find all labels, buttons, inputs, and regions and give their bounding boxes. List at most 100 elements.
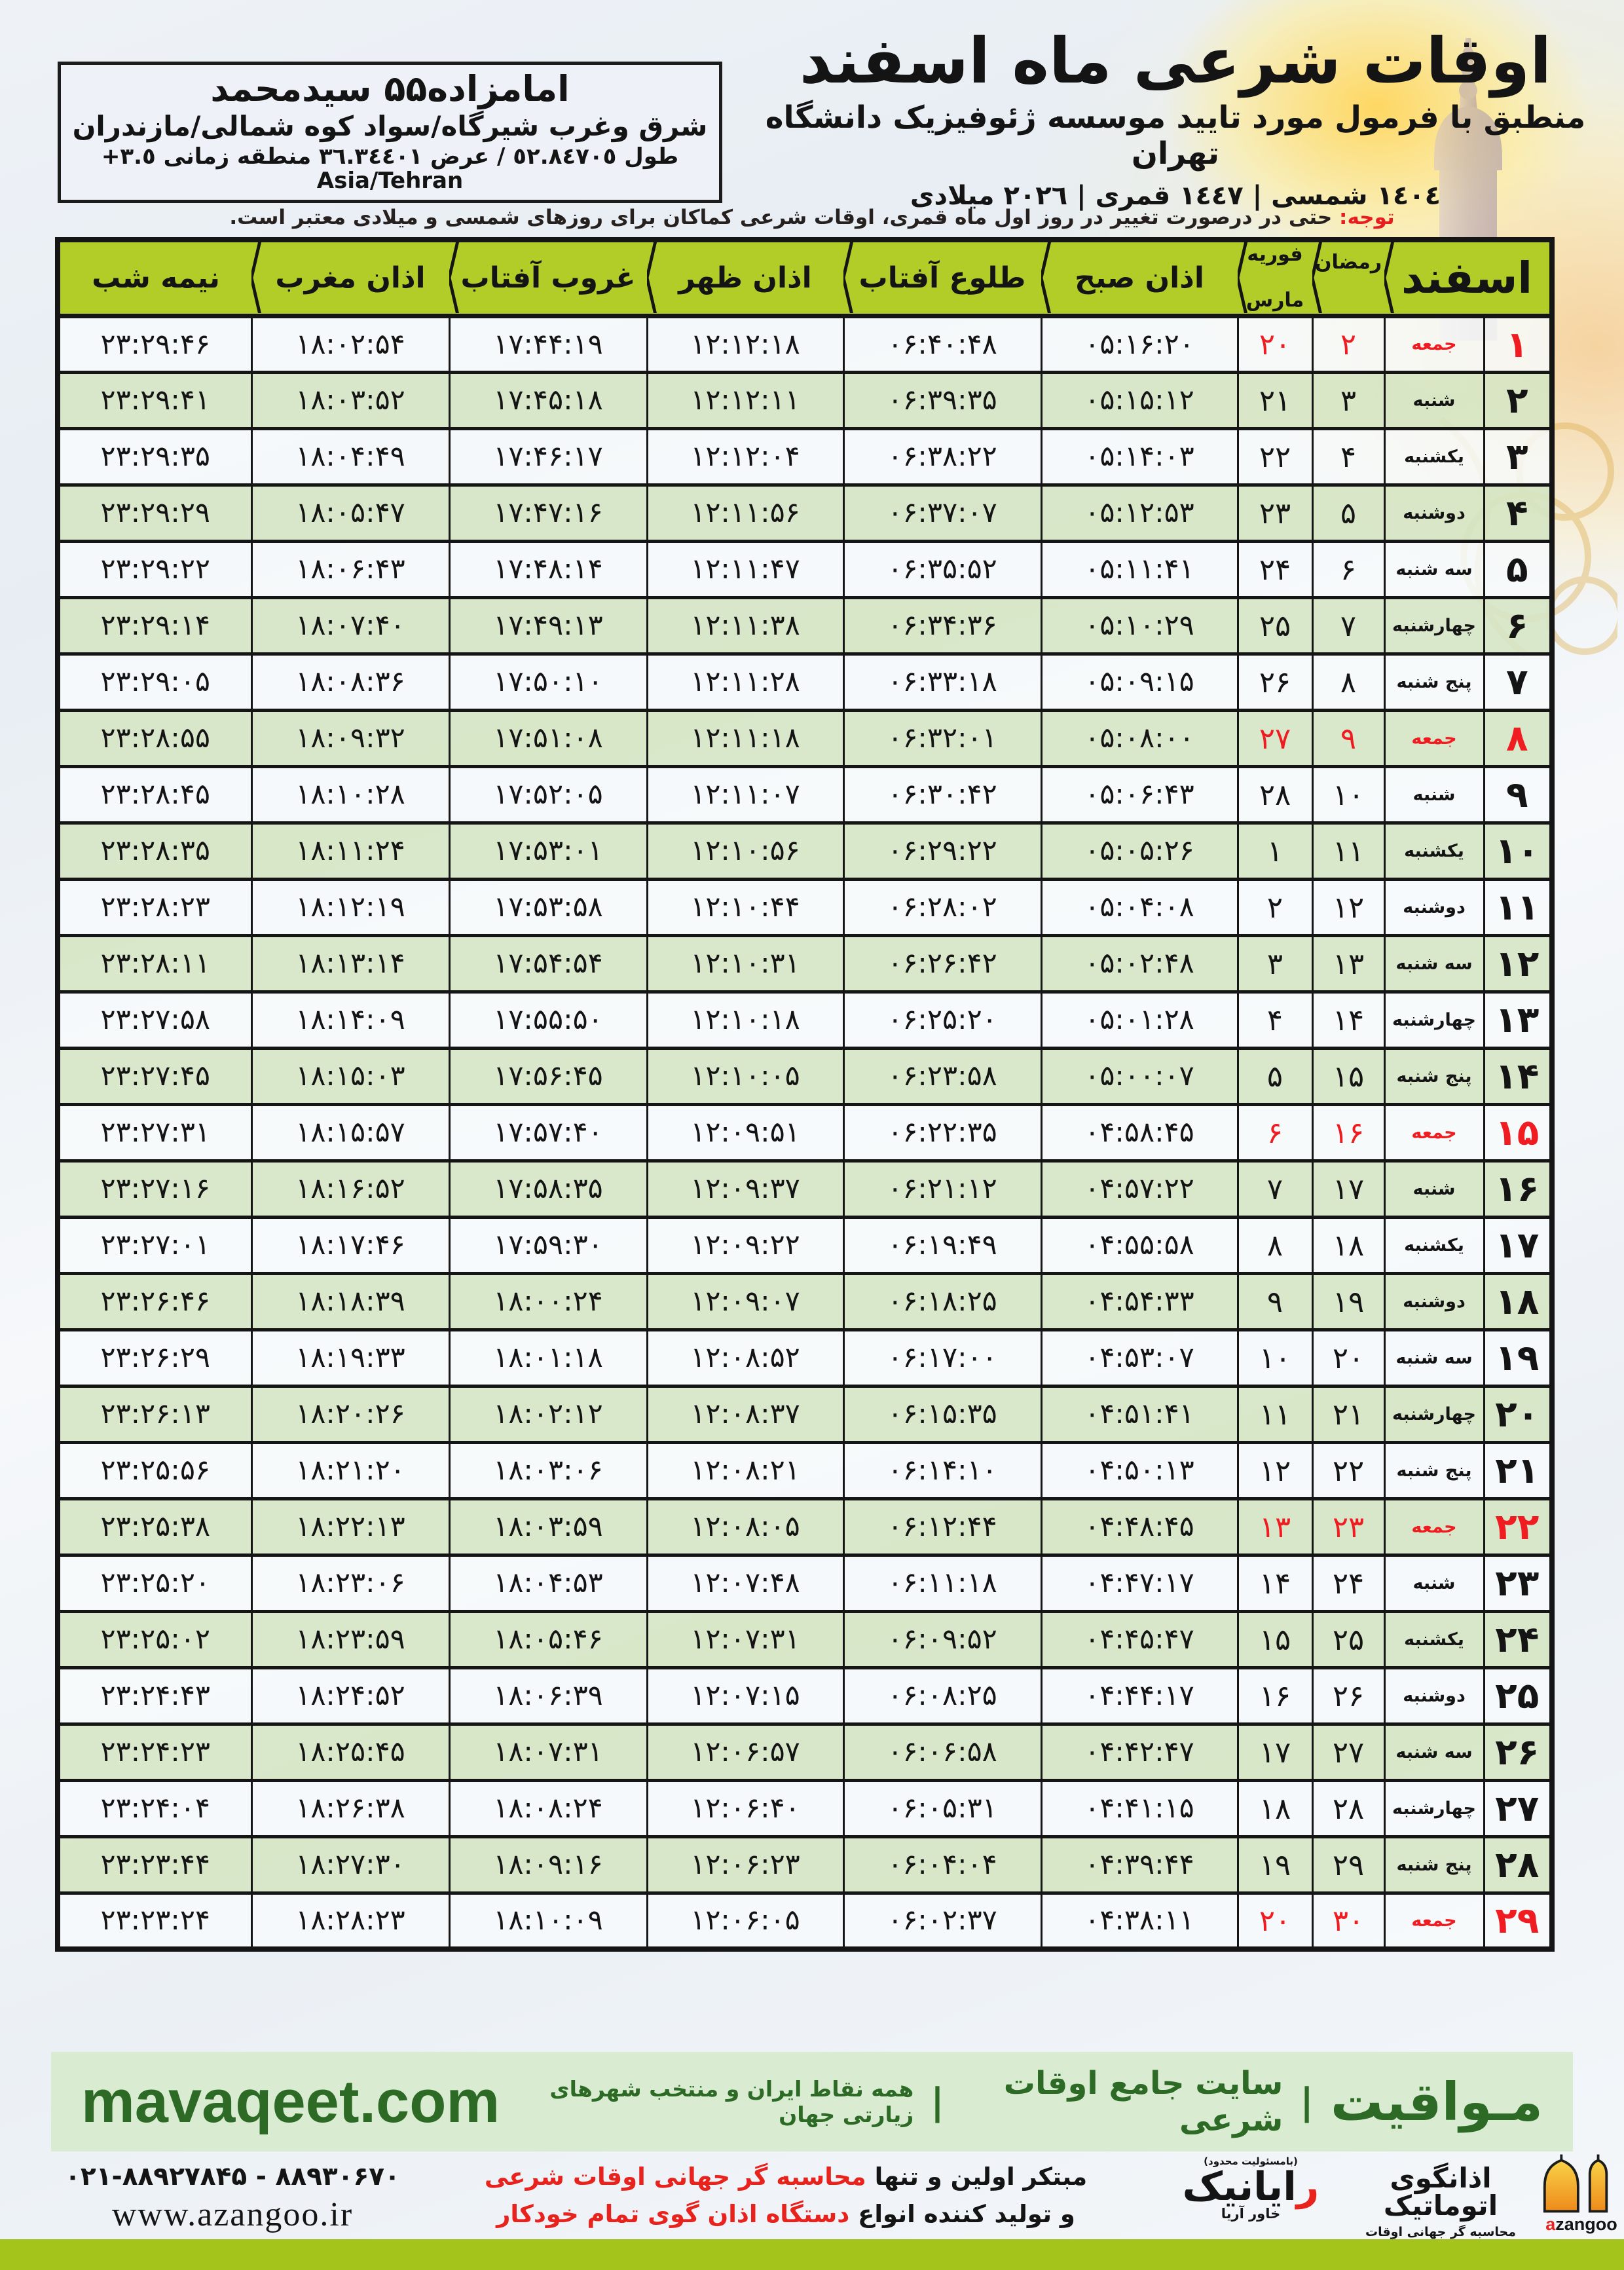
mavaqeet-text-group: مـواقیت | سایت جامع اوقات شرعی | همه نقا… (500, 2065, 1543, 2138)
cell-ramadan-day: ۲۸ (1311, 1778, 1386, 1838)
cell-day-number: ۱۱ (1483, 877, 1553, 937)
calendar-years: ١٤٠٤ شمسی | ١٤٤٧ قمری | ٢٠٢٦ میلادی (910, 181, 1441, 212)
slogan-line-1: مبتکر اولین و تنها محاسبه گر جهانی اوقات… (452, 2158, 1120, 2195)
cell-fajr-time: ۰۴:۵۷:۲۲ (1040, 1159, 1239, 1219)
cell-dhuhr-time: ۱۲:۱۱:۲۸ (646, 652, 845, 712)
cell-weekday: سه شنبه (1383, 539, 1485, 599)
cell-maghrib-time: ۱۸:۱۱:۲۴ (250, 821, 451, 881)
cell-dhuhr-time: ۱۲:۱۰:۱۸ (646, 990, 845, 1050)
cell-midnight-time: ۲۳:۲۹:۴۱ (56, 370, 253, 430)
cell-sunrise-time: ۰۶:۳۲:۰۱ (842, 708, 1043, 768)
cell-fajr-time: ۰۵:۰۵:۲۶ (1040, 821, 1239, 881)
notice-line: توجه: حتی در درصورت تغییر در روز اول ماه… (0, 206, 1624, 229)
cell-dhuhr-time: ۱۲:۱۱:۱۸ (646, 708, 845, 768)
cell-fajr-time: ۰۴:۴۲:۴۷ (1040, 1722, 1239, 1782)
cell-ramadan-day: ۳ (1311, 370, 1386, 430)
column-header-february: فوریه (1247, 243, 1303, 267)
cell-ramadan-day: ۳۰ (1311, 1891, 1386, 1951)
cell-sunset-time: ۱۸:۰۴:۵۳ (448, 1553, 648, 1613)
cell-day-number: ۱۲ (1483, 933, 1553, 994)
slogan-1-black: مبتکر اولین و تنها (874, 2163, 1088, 2191)
cell-weekday: دوشنبه (1383, 1665, 1485, 1726)
cell-midnight-time: ۲۳:۲۹:۱۴ (56, 595, 253, 656)
cell-weekday: یکشنبه (1383, 1215, 1485, 1275)
cell-sunrise-time: ۰۶:۱۵:۳۵ (842, 1384, 1043, 1444)
cell-fajr-time: ۰۵:۰۶:۴۳ (1040, 764, 1239, 825)
cell-sunset-time: ۱۷:۴۸:۱۴ (448, 539, 648, 599)
cell-sunrise-time: ۰۶:۱۹:۴۹ (842, 1215, 1043, 1275)
cell-midnight-time: ۲۳:۲۷:۳۱ (56, 1102, 253, 1163)
cell-gregorian-day: ۸ (1236, 1215, 1314, 1275)
separator: | (1300, 2080, 1314, 2123)
table-row: ۲ شنبه ۳ ۲۱ ۰۵:۱۵:۱۲ ۰۶:۳۹:۳۵ ۱۲:۱۲:۱۱ ۱… (56, 370, 1553, 430)
cell-midnight-time: ۲۳:۲۸:۲۳ (56, 877, 253, 937)
cell-weekday: شنبه (1383, 1159, 1485, 1219)
cell-ramadan-day: ۲۹ (1311, 1834, 1386, 1895)
cell-sunset-time: ۱۸:۰۸:۲۴ (448, 1778, 648, 1838)
cell-weekday: یکشنبه (1383, 426, 1485, 487)
cell-midnight-time: ۲۳:۲۸:۱۱ (56, 933, 253, 994)
cell-gregorian-day: ۱۱ (1236, 1384, 1314, 1444)
cell-dhuhr-time: ۱۲:۰۶:۰۵ (646, 1891, 845, 1951)
rayanik-rest: ایانیک (1182, 2164, 1297, 2210)
notice-label: توجه: (1339, 206, 1395, 229)
cell-sunset-time: ۱۷:۴۶:۱۷ (448, 426, 648, 487)
cell-maghrib-time: ۱۸:۲۲:۱۳ (250, 1497, 451, 1557)
cell-gregorian-day: ۲۰ (1236, 1891, 1314, 1951)
cell-fajr-time: ۰۵:۱۰:۲۹ (1040, 595, 1239, 656)
cell-day-number: ۲۸ (1483, 1834, 1553, 1895)
cell-weekday: چهارشنبه (1383, 1384, 1485, 1444)
column-header-sunset: غروب آفتاب (449, 240, 647, 318)
cell-dhuhr-time: ۱۲:۰۷:۴۸ (646, 1553, 845, 1613)
cell-dhuhr-time: ۱۲:۰۷:۱۵ (646, 1665, 845, 1726)
cell-day-number: ۱۴ (1483, 1046, 1553, 1106)
cell-day-number: ۱۹ (1483, 1328, 1553, 1388)
cell-ramadan-day: ۲ (1311, 314, 1386, 374)
cell-midnight-time: ۲۳:۲۸:۵۵ (56, 708, 253, 768)
table-row: ۱۷ یکشنبه ۱۸ ۸ ۰۴:۵۵:۵۸ ۰۶:۱۹:۴۹ ۱۲:۰۹:۲… (56, 1215, 1553, 1275)
cell-ramadan-day: ۲۱ (1311, 1384, 1386, 1444)
cell-sunset-time: ۱۷:۵۲:۰۵ (448, 764, 648, 825)
cell-fajr-time: ۰۴:۵۴:۳۳ (1040, 1271, 1239, 1331)
cell-sunrise-time: ۰۶:۳۰:۴۲ (842, 764, 1043, 825)
cell-sunset-time: ۱۷:۵۷:۴۰ (448, 1102, 648, 1163)
cell-gregorian-day: ۲ (1236, 877, 1314, 937)
table-row: ۲۰ چهارشنبه ۲۱ ۱۱ ۰۴:۵۱:۴۱ ۰۶:۱۵:۳۵ ۱۲:۰… (56, 1384, 1553, 1444)
cell-fajr-time: ۰۴:۵۳:۰۷ (1040, 1328, 1239, 1388)
column-header-fajr: اذان صبح (1041, 240, 1238, 318)
cell-sunset-time: ۱۸:۱۰:۰۹ (448, 1891, 648, 1951)
cell-maghrib-time: ۱۸:۱۰:۲۸ (250, 764, 451, 825)
cell-day-number: ۲۹ (1483, 1891, 1553, 1951)
cell-ramadan-day: ۱۵ (1311, 1046, 1386, 1106)
cell-sunrise-time: ۰۶:۱۸:۲۵ (842, 1271, 1043, 1331)
cell-day-number: ۲۷ (1483, 1778, 1553, 1838)
cell-maghrib-time: ۱۸:۱۸:۳۹ (250, 1271, 451, 1331)
cell-sunrise-time: ۰۶:۰۲:۳۷ (842, 1891, 1043, 1951)
cell-sunset-time: ۱۸:۰۶:۳۹ (448, 1665, 648, 1726)
cell-day-number: ۲ (1483, 370, 1553, 430)
cell-day-number: ۲۶ (1483, 1722, 1553, 1782)
cell-maghrib-time: ۱۸:۲۵:۴۵ (250, 1722, 451, 1782)
cell-fajr-time: ۰۵:۱۲:۵۳ (1040, 483, 1239, 543)
cell-maghrib-time: ۱۸:۰۵:۴۷ (250, 483, 451, 543)
cell-gregorian-day: ۱۷ (1236, 1722, 1314, 1782)
table-body: ۱ جمعه ۲ ۲۰ ۰۵:۱۶:۲۰ ۰۶:۴۰:۴۸ ۱۲:۱۲:۱۸ ۱… (56, 314, 1553, 1951)
azangoo-website: www.azangoo.ir (111, 2196, 354, 2233)
cell-sunrise-time: ۰۶:۳۹:۳۵ (842, 370, 1043, 430)
rayanik-name: رایانیک (1153, 2167, 1349, 2206)
cell-sunset-time: ۱۷:۴۷:۱۶ (448, 483, 648, 543)
cell-sunrise-time: ۰۶:۳۸:۲۲ (842, 426, 1043, 487)
cell-maghrib-time: ۱۸:۰۸:۳۶ (250, 652, 451, 712)
cell-midnight-time: ۲۳:۲۳:۲۴ (56, 1891, 253, 1951)
table-row: ۱۴ پنج شنبه ۱۵ ۵ ۰۵:۰۰:۰۷ ۰۶:۲۳:۵۸ ۱۲:۱۰… (56, 1046, 1553, 1106)
cell-midnight-time: ۲۳:۲۷:۵۸ (56, 990, 253, 1050)
table-row: ۲۱ پنج شنبه ۲۲ ۱۲ ۰۴:۵۰:۱۳ ۰۶:۱۴:۱۰ ۱۲:۰… (56, 1440, 1553, 1500)
slogan-2-black: و تولید کننده انواع (858, 2200, 1075, 2229)
cell-sunrise-time: ۰۶:۰۵:۳۱ (842, 1778, 1043, 1838)
table-row: ۲۲ جمعه ۲۳ ۱۳ ۰۴:۴۸:۴۵ ۰۶:۱۲:۴۴ ۱۲:۰۸:۰۵… (56, 1497, 1553, 1557)
cell-midnight-time: ۲۳:۲۶:۲۹ (56, 1328, 253, 1388)
cell-ramadan-day: ۲۶ (1311, 1665, 1386, 1726)
cell-midnight-time: ۲۳:۲۶:۱۳ (56, 1384, 253, 1444)
cell-midnight-time: ۲۳:۲۷:۴۵ (56, 1046, 253, 1106)
